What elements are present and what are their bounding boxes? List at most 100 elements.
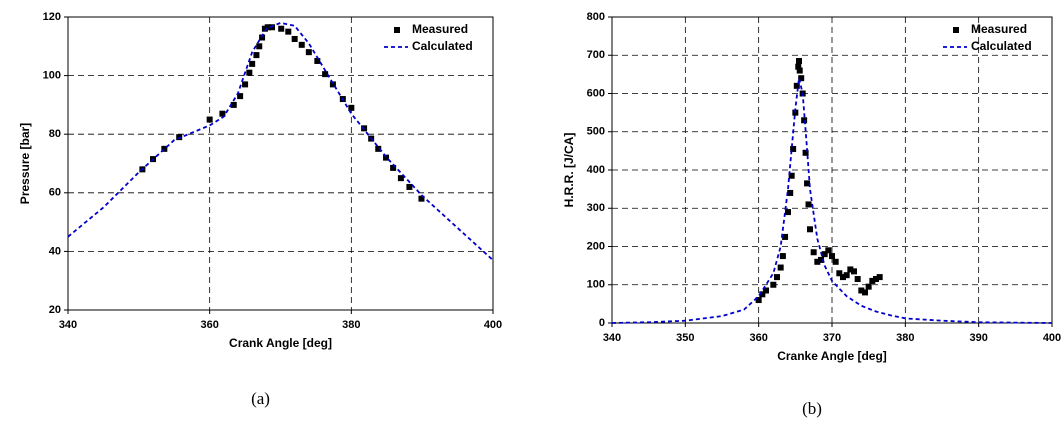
data-point — [161, 145, 168, 152]
chart-panel: 0 100 200 300 400 500 600 700 800 340 350 360 370 380… — [562, 11, 1061, 418]
data-point — [821, 251, 828, 258]
data-point — [298, 41, 305, 48]
x-tick-label: 400 — [484, 319, 502, 331]
y-tick-label: 400 — [587, 164, 605, 176]
y-tick-label: 80 — [49, 128, 61, 140]
data-point — [876, 274, 883, 281]
legend-label: Measured — [412, 22, 468, 36]
legend-label: Measured — [971, 22, 1027, 36]
data-point — [348, 104, 355, 111]
data-point — [801, 117, 808, 124]
data-point — [278, 25, 285, 32]
data-point — [865, 283, 872, 290]
legend-swatch — [394, 27, 400, 33]
data-point — [249, 60, 256, 67]
data-point — [406, 183, 413, 190]
x-axis-title: Cranke Angle [deg] — [777, 349, 887, 363]
data-point — [843, 272, 850, 279]
x-tick-label: 390 — [969, 332, 987, 344]
legend-label: Calculated — [971, 39, 1032, 53]
x-tick-label: 380 — [896, 332, 914, 344]
y-tick-label: 600 — [587, 87, 605, 99]
data-point — [854, 276, 861, 283]
y-tick-label: 100 — [43, 70, 61, 82]
data-line — [611, 77, 1053, 324]
data-point — [390, 164, 397, 171]
x-tick-label: 380 — [342, 319, 360, 331]
data-point — [825, 247, 832, 254]
plot-frame — [611, 16, 1053, 324]
data-point — [802, 149, 809, 156]
data-point — [329, 81, 336, 88]
data-point — [777, 264, 784, 271]
data-point — [782, 233, 789, 240]
chart-panel: 20 40 60 80 100 120 340 360 380 400 Crank Angle [d… — [18, 11, 502, 408]
y-tick-label: 200 — [587, 240, 605, 252]
data-point — [810, 249, 817, 256]
data-point — [832, 258, 839, 265]
data-point — [322, 71, 329, 78]
data-point — [805, 201, 812, 208]
data-point — [788, 172, 795, 179]
data-point — [796, 67, 803, 74]
data-point — [847, 266, 854, 273]
y-tick-label: 120 — [43, 11, 61, 23]
data-point — [807, 226, 813, 233]
plot-frame — [67, 16, 494, 311]
data-point — [795, 63, 802, 70]
data-point — [237, 93, 244, 100]
data-point — [259, 34, 266, 41]
x-tick-label: 340 — [59, 319, 77, 331]
legend-label: Calculated — [412, 39, 473, 53]
data-point — [804, 180, 811, 187]
y-tick-label: 500 — [587, 126, 605, 138]
data-point — [774, 274, 780, 281]
y-tick-label: 40 — [49, 245, 61, 257]
data-point — [851, 268, 857, 275]
x-tick-label: 370 — [823, 332, 841, 344]
y-tick-label: 60 — [49, 187, 61, 199]
data-point — [397, 175, 404, 182]
data-point — [836, 270, 843, 277]
data-point — [779, 253, 786, 260]
data-point — [230, 101, 237, 108]
data-point — [818, 256, 824, 263]
data-point — [418, 195, 425, 202]
data-point — [840, 274, 846, 281]
y-tick-label: 20 — [49, 304, 61, 316]
data-point — [798, 75, 805, 82]
caption: (b) — [802, 399, 822, 418]
data-point — [375, 145, 382, 152]
data-point — [873, 276, 879, 283]
y-tick-label: 100 — [587, 279, 605, 291]
x-tick-label: 400 — [1043, 332, 1061, 344]
data-point — [770, 281, 777, 288]
data-point — [253, 52, 260, 59]
data-point — [285, 28, 292, 35]
data-point — [792, 109, 799, 116]
data-point — [246, 69, 253, 76]
data-point — [219, 110, 226, 117]
data-point — [305, 49, 312, 56]
data-point — [858, 287, 865, 294]
data-point — [796, 57, 802, 64]
data-point — [242, 81, 249, 88]
data-point — [869, 277, 876, 284]
x-axis-title: Crank Angle [deg] — [229, 336, 332, 350]
data-line — [67, 21, 494, 261]
y-tick-label: 300 — [587, 202, 605, 214]
data-point — [829, 253, 835, 260]
caption: (a) — [251, 389, 270, 408]
data-point — [256, 43, 263, 50]
plot-area — [68, 17, 493, 310]
x-tick-label: 350 — [676, 332, 694, 344]
x-tick-label: 360 — [749, 332, 767, 344]
y-axis-title: Pressure [bar] — [18, 123, 32, 204]
data-point — [862, 289, 868, 296]
y-tick-label: 800 — [587, 11, 605, 23]
x-tick-label: 360 — [200, 319, 218, 331]
data-point — [793, 82, 800, 89]
data-point — [206, 116, 213, 123]
y-axis-title: H.R.R. [J/CA] — [562, 133, 576, 208]
